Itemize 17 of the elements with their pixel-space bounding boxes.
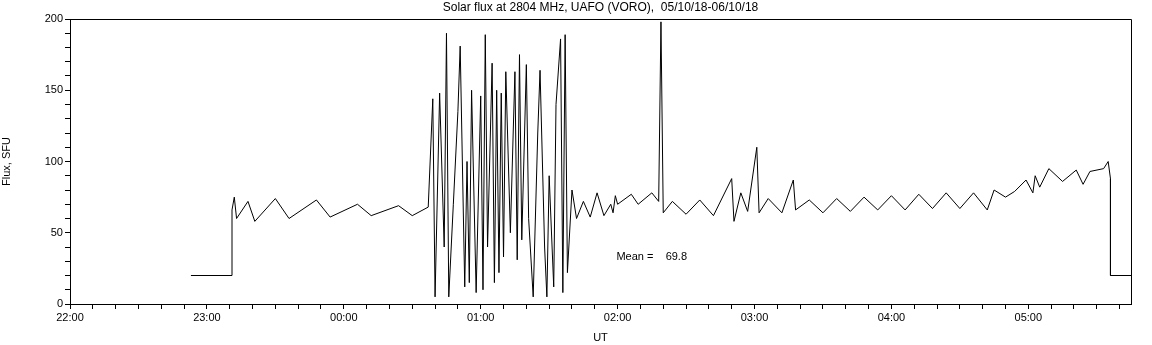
x-tick-label: 23:00 — [193, 310, 221, 323]
x-tick-label: 02:00 — [603, 310, 632, 323]
y-tick-label: 200 — [44, 12, 63, 25]
y-tick-label: 100 — [44, 154, 63, 167]
annotation: Mean = 69.8 — [616, 250, 688, 263]
x-tick-label: 01:00 — [466, 310, 495, 323]
y-tick-label: 150 — [44, 83, 63, 96]
y-tick-label: 50 — [50, 225, 63, 238]
x-tick-label: 00:00 — [330, 310, 358, 323]
x-tick-label: 03:00 — [740, 310, 769, 323]
x-axis-title: UT — [593, 331, 609, 344]
y-axis-title: Flux, SFU — [0, 137, 12, 186]
y-tick-label: 0 — [56, 297, 63, 310]
x-tick-label: 22:00 — [56, 310, 84, 323]
x-tick-label: 05:00 — [1014, 310, 1043, 323]
x-tick-label: 04:00 — [877, 310, 906, 323]
chart-title: Solar flux at 2804 MHz, UAFO (VORO), 05/10/18-06/10/18 — [442, 0, 759, 15]
